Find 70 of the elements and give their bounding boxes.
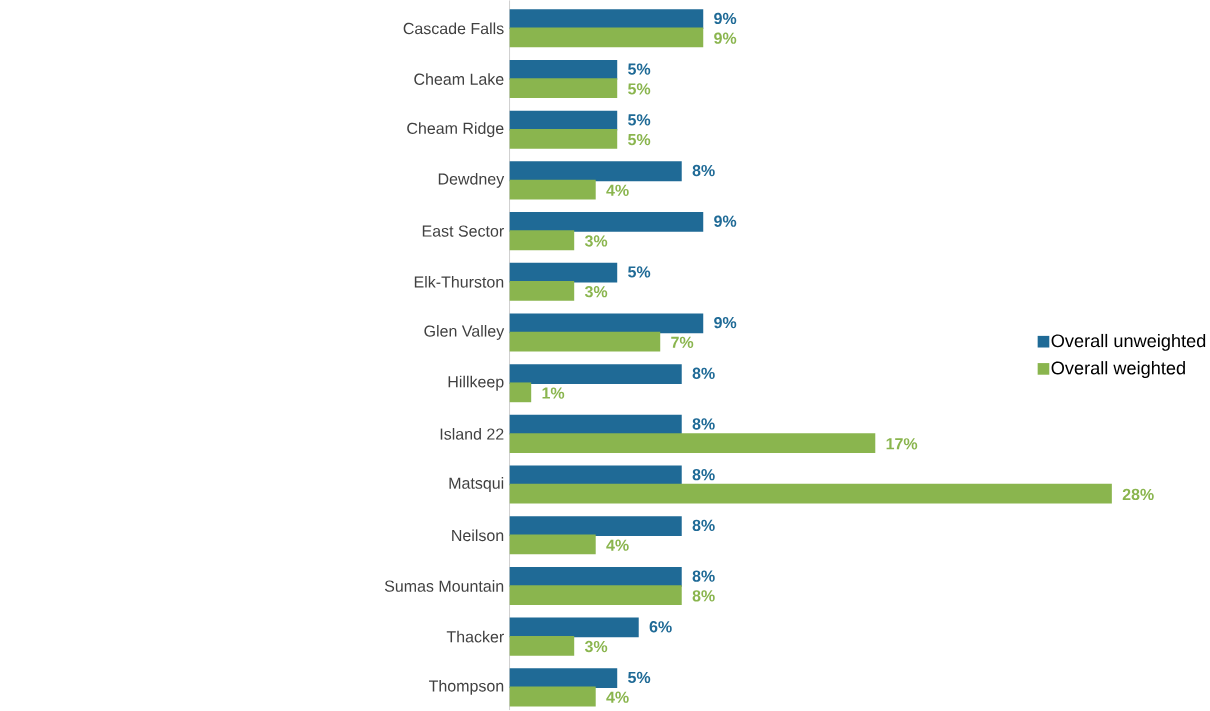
y-tick-label: Matsqui: [449, 477, 504, 493]
bar: [509, 585, 682, 606]
data-label: 3%: [584, 286, 608, 298]
y-tick-label: Neilson: [452, 529, 504, 542]
bar: [509, 686, 596, 707]
data-label: 5%: [628, 672, 651, 684]
data-label: 5%: [628, 134, 651, 146]
data-label: 1%: [542, 387, 565, 399]
y-tick-label: Dewdney: [438, 173, 505, 189]
bar: [509, 129, 618, 149]
data-label: 8%: [692, 519, 715, 532]
y-tick-label: Thacker: [446, 630, 504, 643]
bar: [509, 668, 618, 689]
data-label: 7%: [671, 336, 694, 349]
data-label: 4%: [606, 691, 629, 704]
data-label: 17%: [886, 438, 918, 450]
bar: [509, 179, 596, 200]
data-label: 8%: [692, 418, 715, 430]
bar: [509, 281, 575, 302]
data-label: 8%: [692, 570, 715, 582]
data-label: 5%: [628, 266, 651, 278]
y-tick-label: Elk-Thurston: [414, 276, 504, 288]
y-tick-label: Cheam Lake: [414, 73, 504, 86]
data-label: 3%: [584, 641, 608, 653]
y-tick-label: Hillkeep: [448, 375, 504, 391]
data-label: 9%: [714, 317, 737, 329]
legend-label: Overall weighted: [1051, 361, 1185, 379]
bar: [509, 484, 1112, 504]
y-tick-label: East Sector: [422, 225, 504, 237]
data-label: 4%: [606, 539, 629, 551]
data-label: 5%: [628, 114, 651, 126]
bar: [509, 331, 661, 352]
bar: [509, 9, 704, 30]
bar: [509, 60, 618, 80]
data-label: 6%: [649, 621, 672, 633]
bar: [509, 27, 704, 48]
bar: [509, 110, 618, 131]
bar: [509, 516, 682, 537]
bar: [509, 262, 618, 283]
y-tick-label: Cascade Falls: [403, 22, 504, 35]
data-label: 9%: [714, 215, 737, 228]
data-label: 28%: [1122, 488, 1154, 501]
bar: [509, 78, 618, 99]
y-tick-label: Glen Valley: [424, 325, 505, 341]
bar: [509, 382, 532, 403]
data-label: 9%: [714, 12, 737, 25]
y-tick-label: Cheam Ridge: [407, 122, 504, 138]
data-label: 5%: [628, 83, 651, 95]
data-label: 4%: [606, 184, 629, 197]
bar: [509, 415, 682, 435]
data-label: 3%: [584, 235, 608, 247]
bar: [509, 534, 596, 555]
bar: [509, 313, 704, 334]
data-label: 8%: [692, 590, 715, 602]
bar: [509, 617, 639, 638]
y-tick-label: Island 22: [440, 428, 504, 440]
data-label: 9%: [714, 32, 737, 45]
bar: [509, 212, 704, 233]
data-label: 8%: [692, 165, 715, 177]
bar: [509, 364, 682, 385]
data-label: 8%: [692, 469, 715, 481]
data-label: 8%: [692, 367, 715, 380]
y-tick-label: Thompson: [428, 680, 504, 695]
bar: [509, 433, 876, 454]
y-tick-label: Sumas Mountain: [384, 580, 504, 593]
bar: [509, 636, 575, 656]
data-label: 5%: [628, 63, 651, 75]
bar: [509, 230, 575, 251]
bar: [509, 161, 682, 182]
legend-label: Overall unweighted: [1051, 334, 1206, 352]
